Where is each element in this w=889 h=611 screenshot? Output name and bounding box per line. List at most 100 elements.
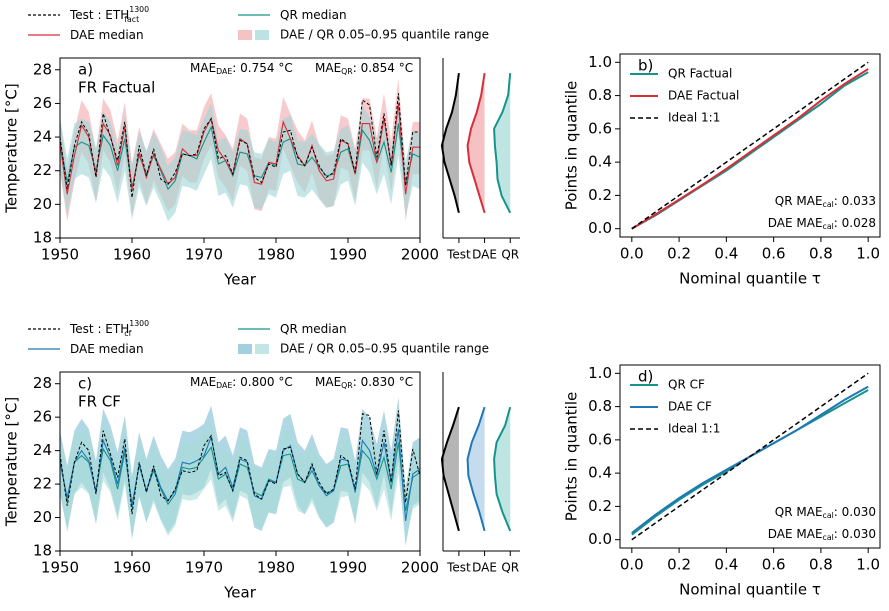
x-tick-label: 1960 bbox=[113, 559, 151, 577]
legend-label: DAE median bbox=[70, 342, 144, 356]
y-tick-label: 28 bbox=[33, 374, 52, 392]
x-tick-label: 0.4 bbox=[714, 556, 738, 574]
y-tick-label: 0.2 bbox=[588, 497, 612, 515]
x-tick-label: 0.4 bbox=[714, 245, 738, 263]
x-tick-label: 1950 bbox=[41, 559, 79, 577]
legend-label-sup: 1300 bbox=[129, 5, 149, 14]
legend-label-base: DAE median bbox=[70, 28, 144, 42]
x-axis-label: Year bbox=[223, 584, 257, 602]
panel-label: d) bbox=[638, 368, 653, 386]
x-tick-label: 1970 bbox=[185, 559, 223, 577]
x-tick-label: 1.0 bbox=[856, 245, 880, 263]
density-fill bbox=[441, 407, 459, 531]
plot-frame bbox=[619, 53, 881, 238]
mae-annotation-after: : 0.830 °C bbox=[353, 375, 413, 389]
x-tick-label: 0.6 bbox=[762, 245, 786, 263]
y-tick-label: 1.0 bbox=[588, 364, 612, 382]
panel-label: a) bbox=[78, 61, 93, 79]
x-tick-label: 0.0 bbox=[620, 556, 644, 574]
y-tick-label: 0.2 bbox=[588, 186, 612, 204]
x-tick-label: 0.8 bbox=[809, 556, 833, 574]
plot-frame bbox=[619, 364, 881, 549]
legend-swatch bbox=[255, 30, 269, 40]
legend-label-base: QR median bbox=[280, 322, 347, 336]
y-tick-label: 0.8 bbox=[588, 86, 612, 104]
legend-label: DAE CF bbox=[668, 400, 712, 414]
mae-annotation: MAEQR: 0.830 °C bbox=[315, 375, 413, 391]
quantile-band bbox=[60, 100, 420, 222]
legend-swatch bbox=[238, 344, 252, 354]
mae-annotation-after: : 0.030 bbox=[834, 527, 876, 541]
legend-label-base: QR median bbox=[280, 8, 347, 22]
legend-label: DAE Factual bbox=[668, 89, 739, 103]
panel-subtitle: FR CF bbox=[78, 393, 121, 411]
y-tick-label: 18 bbox=[33, 542, 52, 560]
x-axis-label: Nominal quantile τ bbox=[679, 270, 821, 288]
density-curve bbox=[493, 406, 512, 532]
y-tick-label: 0.6 bbox=[588, 430, 612, 448]
density-curve bbox=[466, 406, 486, 532]
mae-annotation-after: : 0.030 bbox=[834, 505, 876, 519]
x-tick-label: 1990 bbox=[329, 559, 367, 577]
y-tick-label: 26 bbox=[33, 94, 52, 112]
y-axis-label: Temperature [°C] bbox=[3, 397, 21, 527]
legend-label: Test : ETH1300 cf bbox=[69, 319, 149, 338]
mae-annotation: MAEDAE: 0.754 °C bbox=[190, 61, 293, 77]
density-fill bbox=[441, 73, 459, 213]
x-tick-label: 1980 bbox=[257, 559, 295, 577]
mae-annotation-sub: cal bbox=[823, 533, 834, 542]
mae-annotation: MAEDAE: 0.800 °C bbox=[190, 375, 293, 391]
mae-annotation: MAEQR: 0.854 °C bbox=[315, 61, 413, 77]
y-tick-label: 20 bbox=[33, 508, 52, 526]
y-axis-label: Points in quantile bbox=[563, 81, 581, 210]
density-fill bbox=[467, 73, 485, 213]
density-curve bbox=[440, 72, 460, 214]
series-line bbox=[59, 103, 420, 195]
x-tick-label: 0.2 bbox=[667, 556, 691, 574]
mae-annotation-base: MAE bbox=[315, 375, 341, 389]
y-tick-label: 0.4 bbox=[588, 153, 612, 171]
density-fill bbox=[467, 407, 485, 531]
series-line bbox=[631, 61, 869, 230]
legend-swatch bbox=[255, 344, 269, 354]
legend-label-sup: 1300 bbox=[129, 319, 149, 328]
y-tick-label: 24 bbox=[33, 441, 52, 459]
x-tick-label: 0.2 bbox=[667, 245, 691, 263]
series-line bbox=[59, 410, 421, 515]
density-curve bbox=[493, 73, 512, 214]
mae-annotation: DAE MAEcal: 0.030 bbox=[768, 527, 876, 543]
legend-label-base: Test : ETH bbox=[69, 322, 129, 336]
y-tick-label: 28 bbox=[33, 60, 52, 78]
legend-label: Ideal 1:1 bbox=[668, 111, 720, 125]
x-tick-label: 0.6 bbox=[762, 556, 786, 574]
legend-label-base: DAE median bbox=[70, 342, 144, 356]
x-axis-label: Year bbox=[223, 271, 257, 289]
x-tick-label: 1990 bbox=[329, 246, 367, 264]
y-tick-label: 22 bbox=[33, 475, 52, 493]
x-tick-label: QR bbox=[501, 561, 519, 575]
y-tick-label: 20 bbox=[33, 195, 52, 213]
y-tick-label: 24 bbox=[33, 128, 52, 146]
legend-label: QR median bbox=[280, 8, 347, 22]
mae-annotation-base: DAE MAE bbox=[768, 527, 823, 541]
mae-annotation: QR MAEcal: 0.033 bbox=[775, 194, 876, 210]
density-fill bbox=[494, 407, 511, 531]
x-tick-label: 2000 bbox=[401, 559, 439, 577]
x-tick-label: 1970 bbox=[185, 246, 223, 264]
mae-annotation-base: MAE bbox=[190, 375, 216, 389]
mae-annotation-after: : 0.754 °C bbox=[232, 61, 292, 75]
legend-label-sub: fact bbox=[124, 15, 139, 24]
y-tick-label: 26 bbox=[33, 408, 52, 426]
legend-label: QR median bbox=[280, 322, 347, 336]
y-tick-label: 1.0 bbox=[588, 53, 612, 71]
y-tick-label: 0.4 bbox=[588, 464, 612, 482]
x-tick-label: 1960 bbox=[113, 246, 151, 264]
series-line bbox=[631, 68, 869, 230]
mae-annotation-sub: cal bbox=[823, 200, 834, 209]
mae-annotation-after: : 0.854 °C bbox=[353, 61, 413, 75]
mae-annotation-base: QR MAE bbox=[775, 194, 823, 208]
mae-annotation-sub: DAE bbox=[216, 381, 232, 390]
x-tick-label: 0.8 bbox=[809, 245, 833, 263]
